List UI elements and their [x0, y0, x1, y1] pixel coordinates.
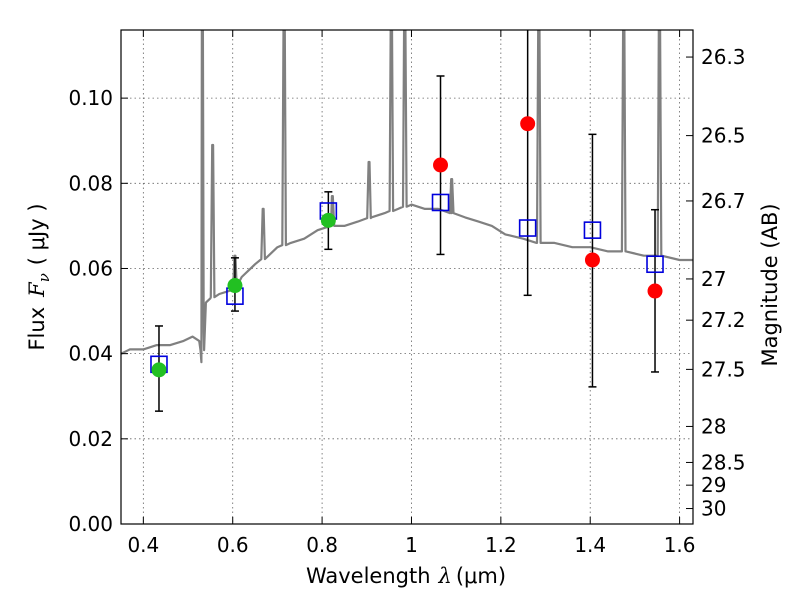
y-axis-label: FluxFν( μJy )	[25, 203, 53, 350]
x-tick-label: 0.6	[217, 533, 249, 557]
y-tick-label: 0.08	[68, 171, 113, 195]
right-tick-label: 28.5	[701, 450, 746, 474]
right-tick-label: 26.5	[701, 124, 746, 148]
right-axis-label: Magnitude (AB)	[758, 203, 782, 366]
y-tick-label: 0.02	[68, 427, 113, 451]
observed-optical-point	[151, 362, 167, 378]
x-tick-label: 0.8	[306, 533, 338, 557]
synthetic-point	[583, 221, 602, 239]
x-tick-label: 1.6	[664, 533, 696, 557]
plot-area	[121, 30, 693, 364]
right-tick-label: 27.5	[701, 357, 746, 381]
plot-frame	[120, 29, 694, 525]
observed-ir-point	[584, 252, 600, 268]
y-tick-label: 0.06	[68, 256, 113, 280]
x-tick-label: 1.4	[574, 533, 606, 557]
x-axis-label: Wavelength λ (μm)	[306, 564, 506, 588]
markers	[150, 116, 664, 378]
observed-ir-point	[520, 116, 536, 132]
right-tick-label: 26.3	[701, 45, 746, 69]
model-sed-line	[121, 30, 693, 364]
right-tick-label: 27	[701, 267, 726, 291]
synthetic-point	[431, 193, 450, 212]
right-tick-label: 27.2	[701, 308, 746, 332]
x-tick-label: 0.4	[127, 533, 159, 557]
axis-ticks: 0.4 0.6 0.8 1 1.2 1.4 1.6 0.00 0.02 0.04 0.06 0.08 0…	[68, 30, 746, 557]
synthetic-point	[646, 255, 664, 274]
y-tick-label: 0.00	[68, 512, 113, 536]
x-tick-label: 1	[405, 533, 418, 557]
y-tick-label: 0.04	[68, 342, 113, 366]
observed-ir-point	[647, 283, 663, 299]
right-tick-label: 28	[701, 414, 726, 438]
right-tick-label: 30	[701, 497, 726, 521]
x-tick-label: 1.2	[485, 533, 517, 557]
synthetic-point	[518, 219, 537, 237]
observed-optical-point	[227, 278, 243, 294]
observed-optical-point	[320, 212, 336, 228]
right-tick-label: 29	[701, 473, 726, 497]
right-tick-label: 26.7	[701, 189, 746, 213]
observed-ir-point	[433, 157, 449, 173]
y-tick-label: 0.10	[68, 86, 113, 110]
